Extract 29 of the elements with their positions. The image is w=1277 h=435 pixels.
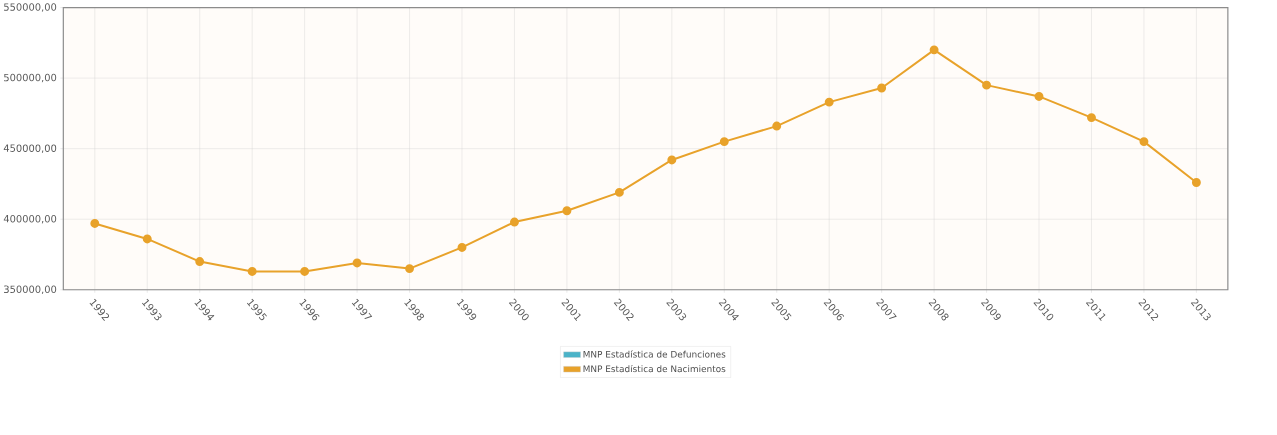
point [772,121,782,131]
point [719,137,729,146]
y-tick-label: 550000,00 [4,3,57,12]
point [405,264,414,274]
point [877,83,887,93]
y-tick-label: 450000,00 [3,144,57,153]
point [1191,178,1201,187]
point [667,155,677,165]
point [195,257,205,266]
point [510,217,519,227]
legend-label: MNP Estadística de Nacimientos [583,364,726,373]
point [300,266,310,276]
point [142,234,152,244]
y-tick-label: 350000,00 [4,285,57,294]
point [614,187,624,197]
point [562,206,572,216]
point [1087,113,1096,123]
point [1034,91,1044,101]
y-tick-label: 400000,00 [3,214,57,224]
point [982,80,992,90]
y-tick-label: 500000,00 [4,73,57,83]
point [352,258,362,268]
point [457,242,467,252]
point [929,45,939,55]
legend-label: MNP Estadística de Defunciones [583,350,726,358]
point [90,218,100,228]
point [824,97,834,107]
point [1139,137,1149,146]
point [247,266,257,276]
